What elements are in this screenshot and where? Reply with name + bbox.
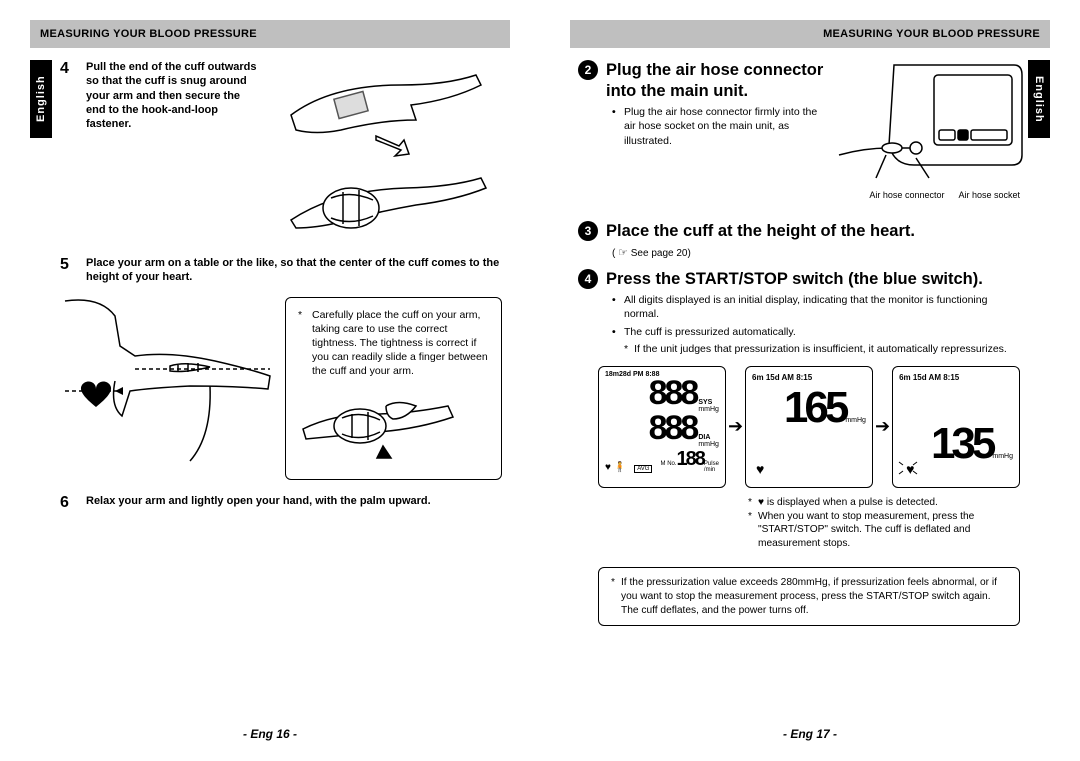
heart-icon: ♥ 🧍 xyxy=(605,462,626,473)
sub-note-text: If the unit judges that pressurization i… xyxy=(634,342,1007,356)
circled-number-icon: 3 xyxy=(578,221,598,241)
avg-badge: AVG xyxy=(634,465,652,473)
disp-value: 135 xyxy=(931,424,992,464)
bullet-item: • Plug the air hose connector firmly int… xyxy=(612,105,828,148)
big-step-title: Place the cuff at the height of the hear… xyxy=(606,221,915,242)
display-reading-1: 6m 15d AM 8:15 165 mmHg ♥ xyxy=(745,366,873,488)
notebox-text: If the pressurization value exceeds 280m… xyxy=(621,576,1007,617)
warning-note-box: * If the pressurization value exceeds 28… xyxy=(598,567,1020,626)
page-right: MEASURING YOUR BLOOD PRESSURE English 2 … xyxy=(540,0,1080,761)
bullet-text: All digits displayed is an initial displ… xyxy=(624,293,1020,321)
page-left: MEASURING YOUR BLOOD PRESSURE English 4 … xyxy=(0,0,540,761)
header-bar-left: MEASURING YOUR BLOOD PRESSURE xyxy=(30,20,510,48)
tightness-tip-box: * Carefully place the cuff on your arm, … xyxy=(285,297,502,480)
header-title: MEASURING YOUR BLOOD PRESSURE xyxy=(823,28,1040,40)
display-notes: * ♥ is displayed when a pulse is detecte… xyxy=(748,496,1020,551)
step-5: 5 Place your arm on a table or the like,… xyxy=(60,256,502,285)
pulse-burst-icon xyxy=(897,458,921,478)
left-content: 4 Pull the end of the cuff outwards so t… xyxy=(60,60,502,512)
big-step-title: Plug the air hose connector into the mai… xyxy=(606,60,828,101)
asterisk-icon: * xyxy=(748,496,752,510)
sys-label: SYS xyxy=(698,399,712,406)
arrow-right-icon: ➔ xyxy=(875,416,890,437)
label-socket: Air hose socket xyxy=(958,190,1020,200)
bullet-item: • The cuff is pressurized automatically. xyxy=(612,325,1020,339)
bullet-text: The cuff is pressurized automatically. xyxy=(624,325,796,339)
arrow-right-icon: ➔ xyxy=(728,416,743,437)
asterisk-icon: * xyxy=(611,576,615,617)
sub-note: * If the unit judges that pressurization… xyxy=(624,342,1020,356)
dia-label: DIA xyxy=(698,434,710,441)
tip-text: Carefully place the cuff on your arm, ta… xyxy=(312,308,489,379)
step-4: 4 Pull the end of the cuff outwards so t… xyxy=(60,60,260,131)
bullet-text: Plug the air hose connector firmly into … xyxy=(624,105,828,148)
step-text: Relax your arm and lightly open your han… xyxy=(86,494,502,508)
note-text: When you want to stop measurement, press… xyxy=(758,510,1020,551)
language-tab-left: English xyxy=(30,60,52,138)
disp-unit: mmHg xyxy=(845,417,866,424)
display-initial: 18m28d PM 8:88 888 SYS mmHg 888 DIA mmHg xyxy=(598,366,726,488)
asterisk-icon: * xyxy=(298,308,306,379)
step-text: Pull the end of the cuff outwards so tha… xyxy=(86,60,260,131)
label-connector: Air hose connector xyxy=(869,190,944,200)
bullet-dot-icon: • xyxy=(612,105,618,148)
heart-height-illustration xyxy=(60,291,275,466)
page-footer-left: - Eng 16 - xyxy=(0,727,540,741)
disp-pulse-value: 188 xyxy=(677,450,704,468)
disp-dia-value: 888 xyxy=(649,413,697,444)
bullet-dot-icon: • xyxy=(612,293,618,321)
bullet-dot-icon: • xyxy=(612,325,618,339)
disp-unit: mmHg xyxy=(992,453,1013,460)
disp-value: 165 xyxy=(784,388,845,428)
tip-column: * Carefully place the cuff on your arm, … xyxy=(285,291,502,480)
display-reading-2: 6m 15d AM 8:15 135 mmHg ♥ xyxy=(892,366,1020,488)
see-page-text: See page 20 xyxy=(631,248,688,259)
circled-number-icon: 2 xyxy=(578,60,598,80)
step-number: 5 xyxy=(60,256,78,274)
device-illustration xyxy=(834,60,1024,195)
cuff-pull-illustration xyxy=(270,60,502,240)
bullet-item: • All digits displayed is an initial dis… xyxy=(612,293,1020,321)
disp-sys-value: 888 xyxy=(649,378,697,409)
header-title: MEASURING YOUR BLOOD PRESSURE xyxy=(40,28,257,40)
asterisk-icon: * xyxy=(748,510,752,551)
asterisk-icon: * xyxy=(624,342,628,356)
disp-datetime: 6m 15d AM 8:15 xyxy=(899,373,1013,382)
heart-icon: ♥ xyxy=(756,461,764,477)
pulse-unit: /min xyxy=(704,467,715,473)
sys-unit: mmHg xyxy=(698,406,719,413)
big-step-2: 2 Plug the air hose connector into the m… xyxy=(578,60,828,101)
see-page-ref: ( ☞ See page 20) xyxy=(612,246,1020,259)
step-6: 6 Relax your arm and lightly open your h… xyxy=(60,494,502,512)
right-content: 2 Plug the air hose connector into the m… xyxy=(578,60,1020,626)
big-step-title: Press the START/STOP switch (the blue sw… xyxy=(606,269,983,290)
big-step-3: 3 Place the cuff at the height of the he… xyxy=(578,221,1020,242)
mno-label: M No. xyxy=(661,461,677,467)
hand-pointer-icon: ☞ xyxy=(618,247,628,259)
disp-datetime: 6m 15d AM 8:15 xyxy=(752,373,866,382)
big-step-4: 4 Press the START/STOP switch (the blue … xyxy=(578,269,1020,290)
note-text: ♥ is displayed when a pulse is detected. xyxy=(758,496,938,510)
step-number: 6 xyxy=(60,494,78,512)
header-bar-right: MEASURING YOUR BLOOD PRESSURE xyxy=(570,20,1050,48)
displays-row: 18m28d PM 8:88 888 SYS mmHg 888 DIA mmHg xyxy=(598,366,1020,488)
step-number: 4 xyxy=(60,60,78,78)
dia-unit: mmHg xyxy=(698,441,719,448)
step-text: Place your arm on a table or the like, s… xyxy=(86,256,502,285)
airhose-labels: Air hose connector Air hose socket xyxy=(869,190,1020,200)
page-footer-right: - Eng 17 - xyxy=(540,727,1080,741)
language-tab-right: English xyxy=(1028,60,1050,138)
circled-number-icon: 4 xyxy=(578,269,598,289)
